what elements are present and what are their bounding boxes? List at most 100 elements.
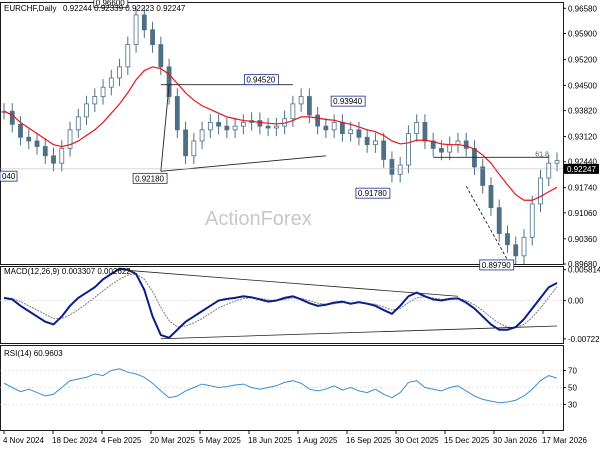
price-annotation: 0.91780 — [358, 189, 387, 198]
price-tick-label: 0.92440 — [568, 158, 597, 167]
candle-body — [125, 44, 131, 68]
candle-body — [488, 185, 494, 209]
fib-level-label: 61.8 — [535, 151, 549, 158]
macd-tick-label: 0.00 — [568, 297, 584, 306]
candle-body — [34, 140, 40, 147]
candle-body — [240, 122, 246, 127]
candle-body — [273, 125, 279, 129]
price-tick-label: 0.95900 — [568, 29, 597, 38]
pane-border-1 — [0, 266, 564, 344]
macd-lower-trendline — [160, 325, 558, 340]
decline-trendline — [465, 185, 508, 261]
price-annotation-box — [479, 259, 515, 271]
date-tick-label: 18 Dec 2024 — [52, 436, 98, 445]
candle-body — [108, 77, 114, 88]
candle-body — [373, 140, 378, 146]
pane-border-2 — [0, 345, 564, 431]
price-marks: 0.96600 0.94520 0.93940 0.92180 0.91780 0.897… — [0, 0, 563, 271]
candle-body — [480, 166, 486, 186]
candle-body — [26, 136, 32, 142]
macd-line — [3, 267, 558, 339]
candle-body — [505, 233, 510, 246]
left-edge-annotation: 040 — [2, 172, 16, 181]
candle-body — [381, 140, 387, 160]
candle-body — [100, 86, 106, 97]
date-tick-label: 4 Feb 2025 — [101, 436, 142, 445]
current-price-tag — [564, 163, 599, 174]
candle-body — [207, 122, 213, 131]
price-annotation: 0.96600 — [96, 0, 125, 8]
candle-body — [414, 122, 420, 134]
candle-body — [174, 96, 180, 131]
candle-body — [430, 140, 436, 149]
price-tick-label: 0.95200 — [568, 55, 597, 64]
candle-body — [496, 207, 502, 235]
candle-body — [216, 122, 221, 127]
candle-body — [18, 123, 23, 138]
candle-body — [422, 122, 428, 142]
candle-body — [158, 44, 164, 68]
candle-body — [513, 244, 519, 257]
candle-body — [521, 236, 527, 257]
macd-tick-label: 0.005814 — [568, 266, 600, 275]
candle-body — [290, 103, 296, 120]
candle-body — [183, 129, 188, 157]
candle-body — [364, 136, 370, 146]
candle-body — [84, 103, 89, 118]
candle-body — [397, 164, 403, 175]
candle-body — [51, 155, 56, 164]
candle-body — [315, 114, 321, 127]
pane-border-0 — [0, 2, 564, 265]
candle-body — [232, 125, 238, 131]
candle-body — [439, 147, 444, 153]
price-tick-label: 0.90360 — [568, 235, 597, 244]
price-annotation: 0.93940 — [333, 97, 362, 106]
chart-title: EURCHF,Daily — [4, 4, 56, 13]
candle-body — [447, 144, 453, 153]
date-tick-label: 20 Mar 2025 — [150, 436, 195, 445]
candle-body — [331, 122, 337, 131]
candle-body — [150, 29, 155, 46]
macd-marks — [0, 267, 563, 340]
rsi-marks — [0, 368, 563, 405]
rsi-tick-label: 50 — [568, 384, 577, 393]
price-annotation: 0.92180 — [135, 174, 164, 183]
date-tick-label: 17 Mar 2026 — [542, 436, 587, 445]
candle-body — [546, 162, 552, 179]
rsi-title: RSI(14) 60.9603 — [4, 349, 63, 358]
candle-body — [117, 66, 122, 79]
price-tick-label: 0.93820 — [568, 107, 597, 116]
rsi-tick-label: 30 — [568, 401, 577, 410]
price-annotation-box — [243, 74, 279, 86]
candle-body — [529, 203, 535, 238]
price-tick-label: 0.93120 — [568, 133, 597, 142]
candle-body — [92, 96, 98, 105]
candle-body — [191, 140, 197, 157]
candle-body — [59, 147, 65, 164]
candle-body — [199, 129, 205, 142]
candle-body — [406, 133, 411, 166]
candle-body — [9, 110, 15, 125]
date-tick-label: 15 Dec 2025 — [444, 436, 490, 445]
price-tick-label: 0.96580 — [568, 4, 597, 13]
candle-body — [141, 14, 147, 31]
ohlc-readout: 0.92244 0.92339 0.92223 0.92247 — [63, 4, 186, 13]
price-tick-label: 0.91740 — [568, 184, 597, 193]
rsi-tick-label: 70 — [568, 367, 577, 376]
price-annotation: 0.94520 — [246, 76, 275, 85]
candle-body — [389, 159, 395, 175]
candle-body — [538, 177, 543, 205]
candle-body — [323, 125, 329, 131]
date-tick-label: 4 Nov 2024 — [3, 436, 44, 445]
watermark: ActionForex — [205, 208, 312, 230]
candle-body — [340, 122, 345, 134]
date-tick-label: 1 Aug 2025 — [297, 436, 338, 445]
price-tick-label: 0.89680 — [568, 260, 597, 269]
axis-labels: 0.96580 0.95900 0.95200 0.94500 0.93820 0.931… — [3, 4, 600, 445]
candle-body — [67, 129, 73, 149]
price-annotation: 0.89790 — [482, 261, 511, 270]
macd-upper-trendline — [119, 269, 458, 297]
range-line — [160, 84, 170, 172]
price-annotation-box — [93, 0, 129, 8]
